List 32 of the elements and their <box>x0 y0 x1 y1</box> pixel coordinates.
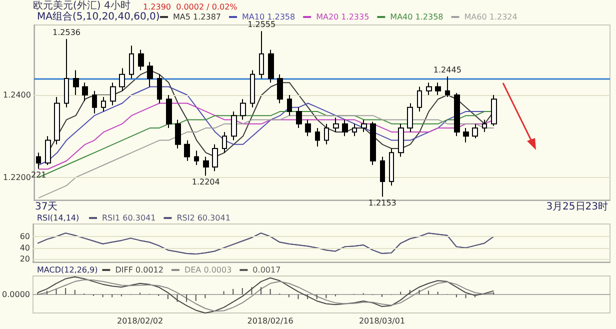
legend-label: MA40 1.2358 <box>390 12 444 22</box>
x-tick-label: 2018/02/16 <box>247 316 294 326</box>
legend-label: 0.0017 <box>252 266 281 274</box>
text: 0.0000 <box>2 290 30 299</box>
y-tick-label: 1.2400 <box>2 90 31 100</box>
legend-label: MA20 1.2335 <box>316 12 370 22</box>
legend-label: MA5 1.2387 <box>173 12 221 22</box>
legend-title: MACD(12,26,9) <box>37 266 98 274</box>
y-tick-label: 1.2200 <box>2 172 31 182</box>
y-tick-label: 20 <box>20 254 30 264</box>
legend-title: RSI(14,14) <box>37 214 80 222</box>
legend-label: MA10 1.2358 <box>242 12 296 22</box>
chart-title: 欧元美元(外汇) 4小时 <box>33 0 130 12</box>
x-tick-label: 2018/03/01 <box>358 316 406 326</box>
legend-label: DEA 0.0003 <box>184 266 232 274</box>
text: 37天 <box>35 202 58 212</box>
annotation: 1.2536 <box>52 28 81 37</box>
y-tick-label: 40 <box>20 243 30 252</box>
annotation: 221 <box>30 170 46 180</box>
chart-subtitle: 1.2390 0.0002 / 0.02% <box>143 2 238 12</box>
legend-label: DIFF 0.0012 <box>115 266 164 274</box>
legend-label: RSI1 60.3041 <box>102 214 156 222</box>
legend-label: MA60 1.2324 <box>464 12 518 22</box>
annotation: 1.2445 <box>433 65 462 74</box>
legend-label: RSI2 60.3041 <box>176 214 230 222</box>
annotation: 1.2555 <box>248 20 276 30</box>
legend-title: MA组合(5,10,20,40,60,0) <box>37 10 160 22</box>
annotation: 1.2153 <box>368 198 396 208</box>
y-tick-label: 60 <box>20 232 30 241</box>
annotation: 1.2204 <box>192 178 220 187</box>
x-tick-label: 2018/02/02 <box>116 316 164 326</box>
text: 3月25日23时 <box>546 200 608 212</box>
